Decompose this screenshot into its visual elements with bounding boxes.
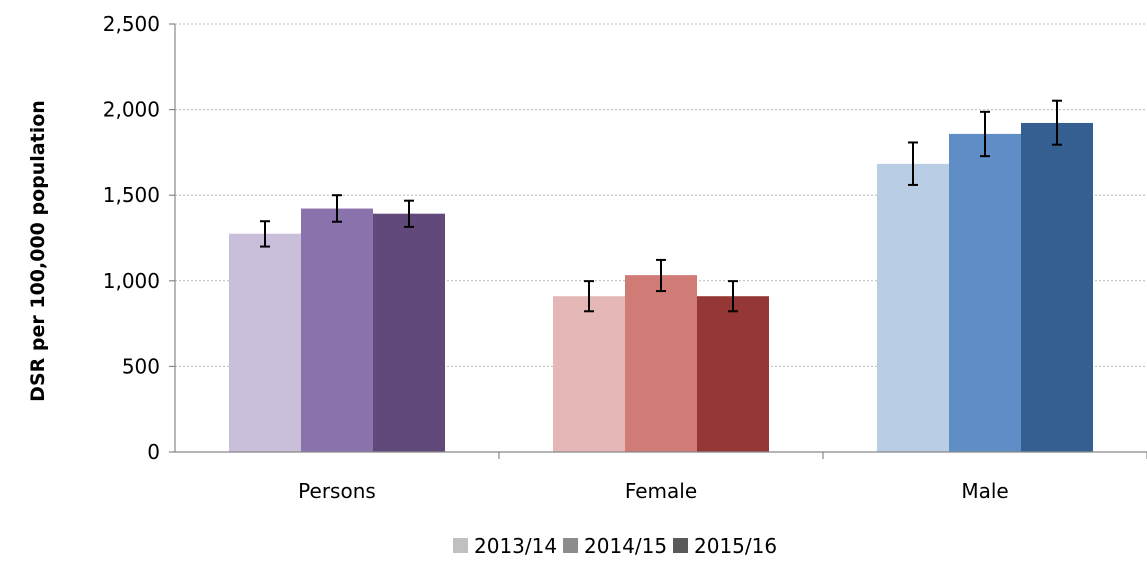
y-tick-label: 1,500 — [103, 183, 160, 207]
bar-female-2014-15 — [625, 275, 697, 452]
bar-male-2013-14 — [877, 163, 949, 452]
y-tick-labels: 0 500 1,000 1,500 2,000 2,500 — [103, 12, 175, 464]
bar-persons-2013-14 — [229, 233, 301, 452]
legend-swatch — [563, 538, 578, 553]
y-tick-label: 2,000 — [103, 98, 160, 122]
legend-label: 2013/14 — [474, 534, 557, 558]
x-category-label: Male — [961, 479, 1008, 503]
legend-label: 2014/15 — [584, 534, 667, 558]
x-category-label: Persons — [298, 479, 376, 503]
y-axis-label: DSR per 100,000 population — [27, 100, 49, 402]
y-tick-label: 500 — [122, 354, 160, 378]
bar-persons-2014-15 — [301, 208, 373, 452]
x-category-label: Female — [625, 479, 697, 503]
legend-swatch — [673, 538, 688, 553]
bar-female-2013-14 — [553, 296, 625, 452]
legend: 2013/14 2014/15 2015/16 — [453, 534, 777, 558]
legend-swatch — [453, 538, 468, 553]
bar-male-2015-16 — [1021, 122, 1093, 452]
bars — [229, 122, 1093, 452]
bar-female-2015-16 — [697, 296, 769, 452]
y-tick-label: 2,500 — [103, 12, 160, 36]
x-category-labels: Persons Female Male — [298, 452, 1147, 503]
bar-male-2014-15 — [949, 133, 1021, 452]
y-tick-label: 0 — [147, 440, 160, 464]
y-tick-label: 1,000 — [103, 269, 160, 293]
axes — [174, 24, 1147, 453]
error-bars — [260, 99, 1062, 313]
legend-label: 2015/16 — [694, 534, 777, 558]
bar-persons-2015-16 — [373, 213, 445, 452]
